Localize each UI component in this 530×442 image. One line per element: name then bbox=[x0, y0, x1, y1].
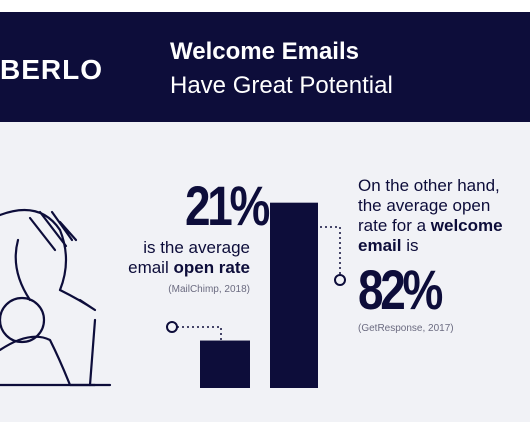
subtitle: Have Great Potential bbox=[170, 72, 393, 99]
annotation-text: On the other hand, bbox=[358, 176, 500, 195]
connector-dot bbox=[334, 274, 346, 286]
annotation: is the average email open rate bbox=[128, 238, 250, 278]
source: (MailChimp, 2018) bbox=[168, 284, 250, 295]
annotation-emphasis: welcome bbox=[430, 216, 503, 235]
annotation: On the other hand, the average open rate… bbox=[358, 176, 503, 256]
facepalm-illustration bbox=[0, 208, 112, 387]
bars bbox=[200, 202, 318, 388]
connector-lines bbox=[177, 226, 341, 350]
bar bbox=[200, 340, 250, 388]
brand: BERLO bbox=[0, 54, 103, 85]
value-label: 21% bbox=[185, 174, 270, 237]
value-label: 82% bbox=[358, 258, 443, 321]
header-band bbox=[0, 12, 530, 122]
annotation-text: is bbox=[401, 236, 419, 255]
annotation-emphasis: email bbox=[358, 236, 402, 255]
annotation-text: rate for a bbox=[358, 216, 431, 235]
annotation-emphasis: open rate bbox=[173, 258, 250, 277]
content-background bbox=[0, 122, 530, 422]
annotation-text: is the average bbox=[143, 238, 250, 257]
annotation-text: email bbox=[128, 258, 174, 277]
connector-dot bbox=[166, 321, 178, 333]
source: (GetResponse, 2017) bbox=[358, 323, 454, 334]
annotation-text: the average open bbox=[358, 196, 491, 215]
title: Welcome Emails bbox=[170, 38, 359, 65]
bar bbox=[270, 202, 318, 388]
